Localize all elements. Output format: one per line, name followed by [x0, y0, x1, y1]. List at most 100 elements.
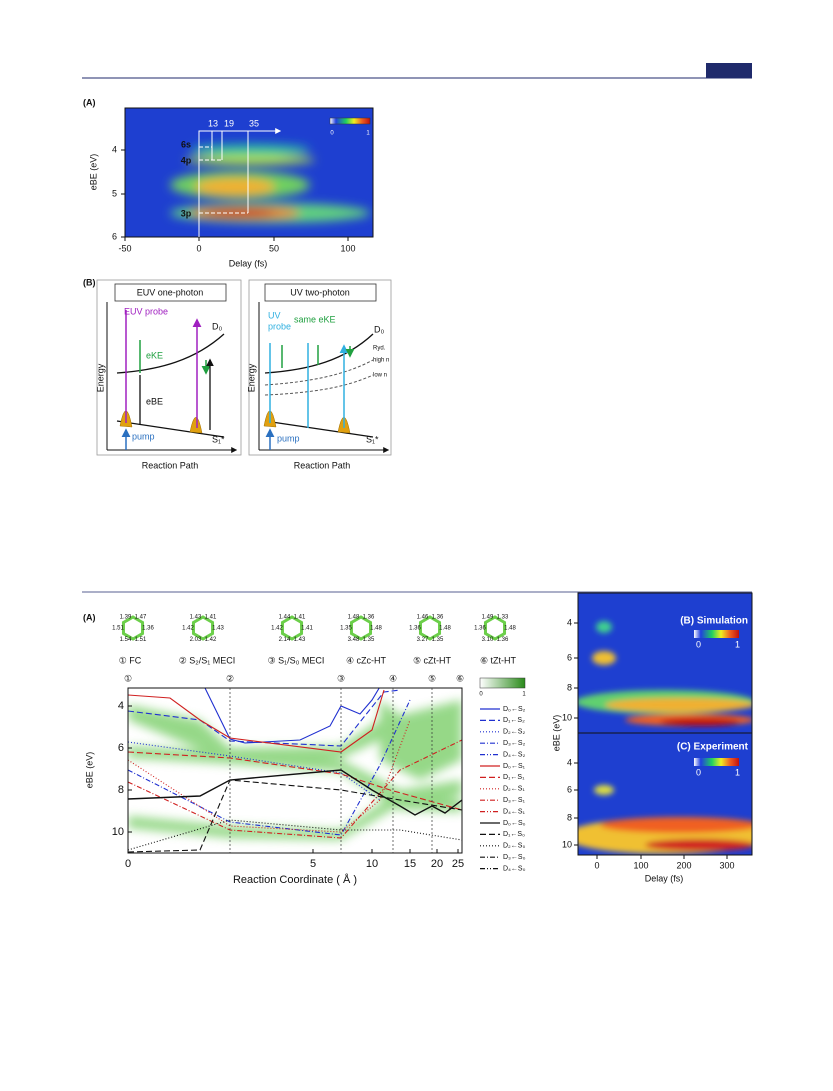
- legend: D₀←S₂ D₁←S₂ D₂←S₂ D₃←S₂ D₄←S₂ D₀←S₁ D₁←S₁ D₂←S₁…: [480, 706, 526, 872]
- state-label: S₁*: [366, 434, 379, 444]
- x-tick-label: 15: [404, 858, 416, 870]
- pump-label: pump: [277, 433, 300, 443]
- marker-label: ②: [226, 673, 234, 683]
- molecule: [121, 615, 145, 641]
- axis-label: Reaction Path: [142, 460, 199, 470]
- colorbar-label: 1: [522, 692, 526, 698]
- diagram-euv: [96, 279, 241, 455]
- legend-label: D₄←S₁: [503, 808, 526, 815]
- y-tick-label: 10: [562, 712, 572, 722]
- bond-length: 2.03: [190, 637, 202, 643]
- y-axis-label: eBE (eV): [88, 154, 98, 191]
- panel-label: (B): [83, 277, 96, 287]
- diagram-title: UV two-photon: [290, 287, 350, 297]
- panel-label: (A): [83, 612, 96, 622]
- guides: [198, 128, 282, 237]
- bond-length: 1.49: [482, 614, 494, 620]
- bond-length: 1.54: [120, 637, 132, 643]
- molecule-caption: ② S₂/S₁ MECI: [179, 655, 236, 665]
- colorbar-label: 0: [696, 639, 701, 649]
- molecule: [483, 615, 507, 641]
- state-label: 6s: [181, 139, 191, 149]
- bond-length: 1.35: [340, 626, 352, 632]
- y-tick-label: 8: [567, 682, 572, 692]
- x-tick-label: 50: [269, 243, 279, 253]
- y-tick-label: 6: [567, 784, 572, 794]
- molecule: [418, 615, 442, 641]
- bond-length: 1.41: [294, 614, 306, 620]
- delay-label: 35: [249, 118, 259, 128]
- bond-length: 1.33: [497, 614, 509, 620]
- y-tick-label: 6: [567, 652, 572, 662]
- bond-length: 3.48: [348, 637, 360, 643]
- ticks: -50 0 50 100 4 5 6: [112, 144, 356, 253]
- bond-length: 1.41: [301, 626, 313, 632]
- bond-length: 1.36: [497, 637, 509, 643]
- heatmap-experiment: [578, 733, 752, 855]
- colorbar: [694, 758, 739, 766]
- y-tick-label: 5: [112, 188, 117, 198]
- x-tick-label: 100: [633, 860, 648, 870]
- marker-label: ⑥: [456, 673, 464, 683]
- legend-label: D₂←S₀: [503, 843, 525, 850]
- y-tick-label: 8: [567, 812, 572, 822]
- colorbar-label: 1: [735, 639, 740, 649]
- bond-length: 2.14: [279, 637, 291, 643]
- molecule-caption: ④ cZc-HT: [346, 655, 387, 665]
- colorbar-label: 0: [330, 131, 334, 137]
- x-tick-label: 10: [366, 858, 378, 870]
- axis-label: Reaction Path: [294, 460, 351, 470]
- x-tick-label: 0: [125, 858, 131, 870]
- probe-label: EUV probe: [124, 306, 168, 316]
- y-tick-label: 6: [112, 231, 117, 241]
- bond-length: 1.48: [504, 626, 516, 632]
- legend-label: D₃←S₂: [503, 740, 526, 747]
- x-tick-label: 100: [340, 243, 355, 253]
- legend-label: D₂←S₁: [503, 786, 525, 793]
- colorbar-label: 0: [696, 767, 701, 777]
- x-axis-label: Delay (fs): [229, 258, 268, 268]
- delay-label: 13: [208, 118, 218, 128]
- legend-label: D₀←S₂: [503, 706, 526, 713]
- marker-label: ⑤: [428, 673, 436, 683]
- colorbar: [694, 630, 739, 638]
- marker-label: ①: [124, 673, 132, 683]
- bond-length: 1.36: [474, 626, 486, 632]
- probe-label: probe: [268, 321, 291, 331]
- x-axis-label: Delay (fs): [645, 873, 684, 883]
- x-tick-label: 200: [676, 860, 691, 870]
- bond-length: 1.35: [432, 637, 444, 643]
- marker-label: ③: [337, 673, 345, 683]
- x-tick-label: 300: [719, 860, 734, 870]
- colorbar-label: 0: [479, 692, 483, 698]
- legend-label: D₃←S₁: [503, 797, 526, 804]
- bond-length: 1.48: [370, 626, 382, 632]
- plot-frame: [577, 592, 753, 856]
- bond-length: 1.51: [112, 626, 124, 632]
- bond-length: 1.47: [135, 614, 147, 620]
- state-label: D₀: [212, 321, 222, 331]
- plot-frame: [127, 687, 463, 854]
- bond-length: 1.44: [279, 614, 291, 620]
- state-label: 3p: [181, 208, 192, 218]
- legend-label: D₀←S₁: [503, 763, 526, 770]
- bond-length: 1.42: [182, 626, 194, 632]
- heatmap-simulation: [578, 593, 752, 733]
- bond-length: 1.43: [212, 626, 224, 632]
- delay-label: 19: [224, 118, 234, 128]
- bond-length: 1.46: [417, 614, 429, 620]
- bond-length: 1.36: [432, 614, 444, 620]
- bond-length: 1.51: [135, 637, 147, 643]
- panel-label: (B) Simulation: [680, 616, 748, 627]
- header-badge: [706, 63, 752, 78]
- diagram-uv: [248, 279, 391, 455]
- x-axis-label: Reaction Coordinate ( Å ): [233, 873, 357, 886]
- y-tick-label: 10: [112, 826, 124, 838]
- legend-label: D₄←S₂: [503, 751, 526, 758]
- axis-label: Energy: [246, 363, 256, 392]
- marker-label: ④: [389, 673, 397, 683]
- state-label: D₀: [374, 324, 384, 334]
- y-tick-label: 10: [562, 839, 572, 849]
- eke-label: eKE: [146, 350, 163, 360]
- ryd-label: low n: [373, 373, 387, 379]
